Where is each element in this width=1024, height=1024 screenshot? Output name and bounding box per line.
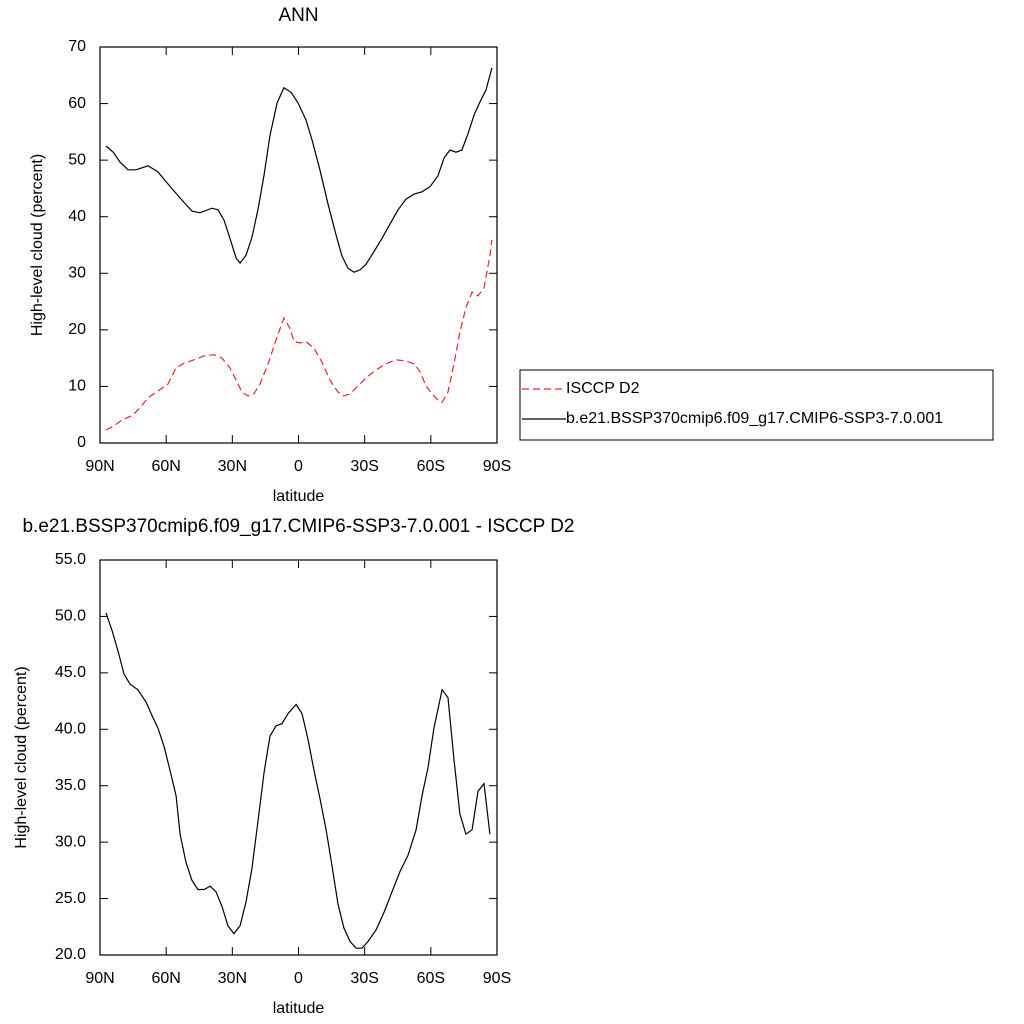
x-tick-label: 60S: [417, 970, 445, 987]
y-tick-label: 35.0: [55, 777, 86, 794]
y-tick-label: 60: [68, 95, 86, 112]
y-tick-label: 45.0: [55, 664, 86, 681]
y-tick-label: 20.0: [55, 946, 86, 963]
x-tick-label: 90S: [483, 458, 511, 475]
plot-frame: [99, 46, 498, 444]
x-tick-label: 30N: [218, 458, 247, 475]
y-tick-label: 30: [68, 265, 86, 282]
y-tick-label: 25.0: [55, 890, 86, 907]
y-tick-label: 40: [68, 208, 86, 225]
y-tick-label: 55.0: [55, 551, 86, 568]
x-tick-label: 60N: [151, 970, 180, 987]
x-axis-label: latitude: [273, 1000, 325, 1017]
y-tick-label: 50: [68, 151, 86, 168]
x-tick-label: 30N: [218, 970, 247, 987]
data-line: [105, 67, 493, 273]
x-tick-label: 90N: [85, 970, 114, 987]
plot-frame: [99, 559, 498, 956]
legend-box: [519, 369, 994, 441]
y-tick-label: 30.0: [55, 833, 86, 850]
y-tick-label: 10: [68, 378, 86, 395]
x-tick-label: 0: [294, 458, 303, 475]
legend-label: ISCCP D2: [566, 380, 640, 397]
y-axis-label: High-level cloud (percent): [13, 666, 30, 848]
x-tick-label: 60S: [417, 458, 445, 475]
data-line: [105, 239, 493, 431]
x-tick-label: 90S: [483, 970, 511, 987]
y-tick-label: 70: [68, 38, 86, 55]
y-tick-label: 50.0: [55, 608, 86, 625]
legend-label: b.e21.BSSP370cmip6.f09_g17.CMIP6-SSP3-7.…: [566, 410, 943, 427]
y-tick-label: 40.0: [55, 721, 86, 738]
x-tick-label: 30S: [350, 970, 378, 987]
data-line: [105, 612, 491, 949]
x-tick-label: 60N: [151, 458, 180, 475]
chart-title: b.e21.BSSP370cmip6.f09_g17.CMIP6-SSP3-7.…: [22, 516, 574, 537]
y-axis-label: High-level cloud (percent): [29, 154, 46, 336]
y-tick-label: 20: [68, 321, 86, 338]
x-axis-label: latitude: [273, 488, 325, 505]
chart-title: ANN: [278, 5, 318, 26]
y-tick-label: 0: [77, 434, 86, 451]
x-tick-label: 90N: [85, 458, 114, 475]
x-tick-label: 30S: [350, 458, 378, 475]
x-tick-label: 0: [294, 970, 303, 987]
